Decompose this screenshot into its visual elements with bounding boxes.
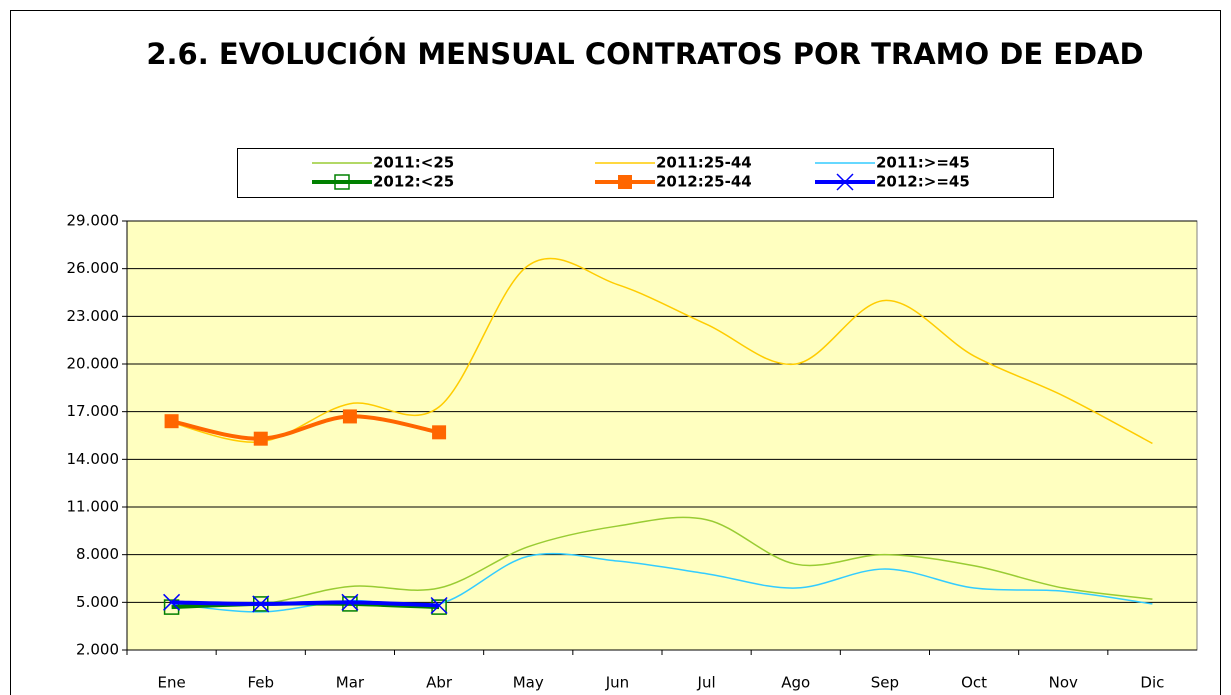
legend-marker <box>618 175 632 189</box>
y-tick-label: 2.000 <box>76 641 119 659</box>
series-marker <box>432 425 447 440</box>
series-marker <box>164 414 179 429</box>
y-tick-label: 11.000 <box>67 498 120 516</box>
series-marker <box>252 595 270 613</box>
legend-marker <box>836 173 854 191</box>
x-tick-label: Oct <box>961 674 987 692</box>
y-tick-label: 23.000 <box>67 307 120 325</box>
series-marker <box>430 596 448 615</box>
legend-label: 2011:<25 <box>373 154 454 172</box>
legend-label: 2012:>=45 <box>876 173 970 191</box>
legend-label: 2011:25-44 <box>656 154 752 172</box>
x-tick-label: Ago <box>781 674 810 692</box>
x-tick-label: Jul <box>697 674 716 692</box>
legend-marker <box>334 174 350 190</box>
series-line <box>171 516 1153 606</box>
y-tick-label: 5.000 <box>76 593 119 611</box>
legend-label: 2012:25-44 <box>656 173 752 191</box>
series-marker <box>341 593 359 611</box>
series-marker <box>253 431 268 446</box>
y-tick-label: 20.000 <box>67 355 120 373</box>
y-tick-label: 26.000 <box>67 259 120 277</box>
x-tick-label: Feb <box>247 674 274 692</box>
legend-label: 2011:>=45 <box>876 154 970 172</box>
legend-label: 2012:<25 <box>373 173 454 191</box>
x-tick-label: Mar <box>336 674 365 692</box>
x-tick-label: Nov <box>1049 674 1078 692</box>
y-tick-label: 14.000 <box>67 450 120 468</box>
y-tick-label: 29.000 <box>67 212 120 230</box>
x-tick-label: Dic <box>1140 674 1164 692</box>
x-tick-label: Jun <box>605 674 629 692</box>
series-line <box>171 414 440 441</box>
x-tick-label: Sep <box>871 674 899 692</box>
frame <box>10 10 1221 695</box>
y-tick-label: 8.000 <box>76 545 119 563</box>
x-tick-label: Abr <box>426 674 453 692</box>
legend-box <box>237 148 1054 198</box>
x-tick-label: Ene <box>157 674 185 692</box>
series-marker <box>163 599 180 615</box>
y-tick-label: 17.000 <box>67 402 120 420</box>
chart-title: 2.6. EVOLUCIÓN MENSUAL CONTRATOS POR TRA… <box>146 37 1144 71</box>
series-marker <box>163 593 181 611</box>
x-tick-label: May <box>513 674 544 692</box>
series-line <box>171 257 1153 445</box>
series-line <box>171 600 440 608</box>
series-marker <box>342 409 357 424</box>
